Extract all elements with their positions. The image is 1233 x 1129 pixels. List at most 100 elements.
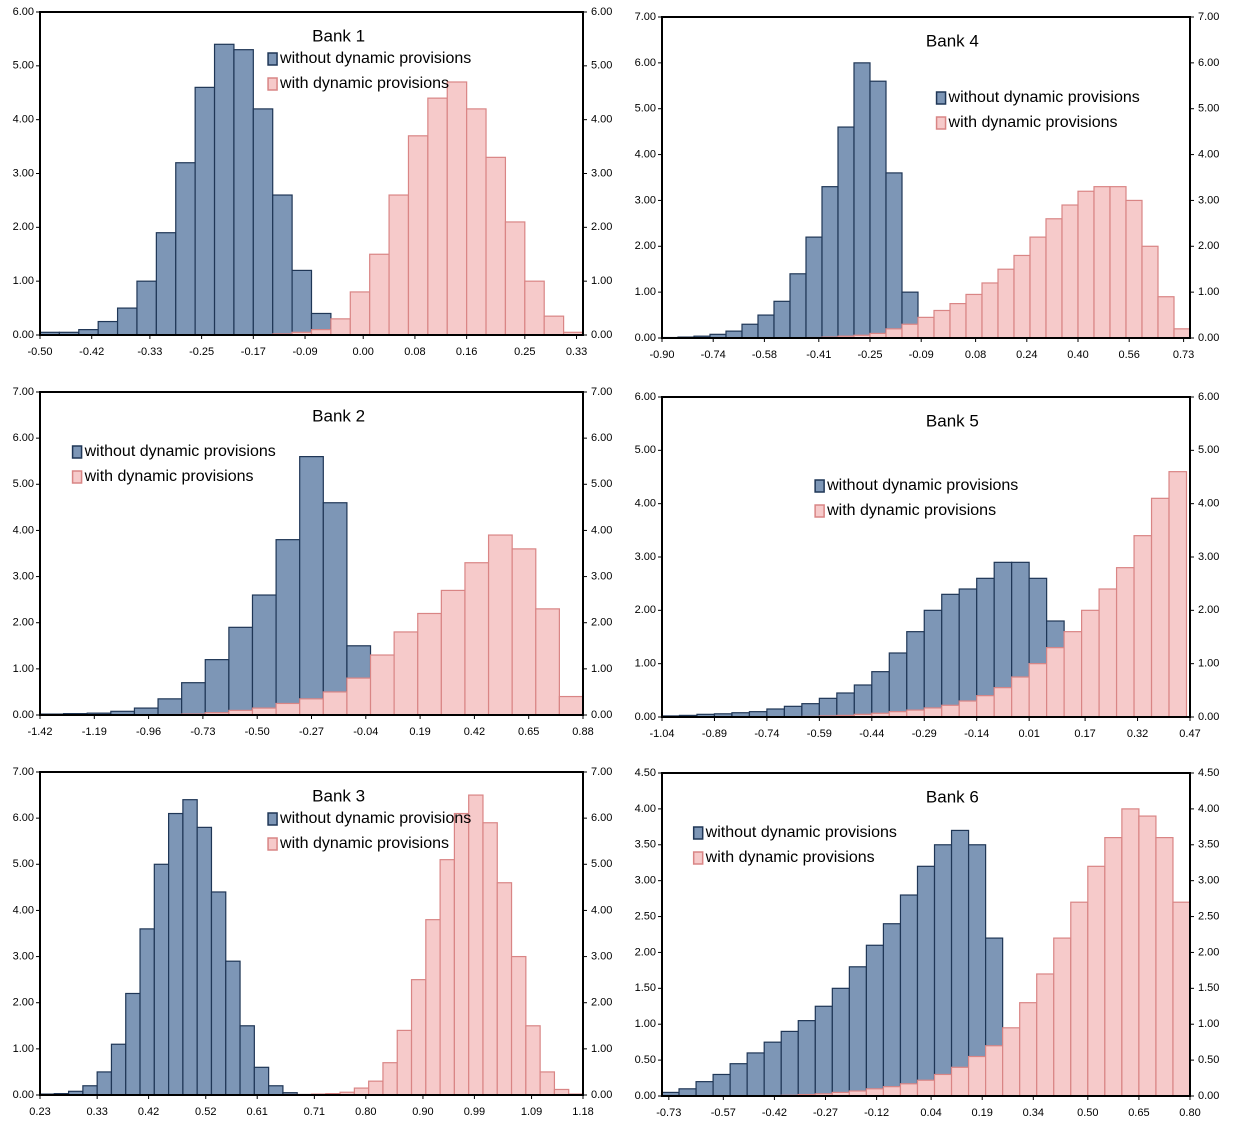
y2-tick-label: 2.00 [591,221,612,233]
histogram-bar [181,682,206,716]
histogram-bar [407,135,429,336]
x-tick-label: -0.29 [912,728,937,740]
histogram-bar [153,863,170,1096]
histogram-bar [801,703,820,718]
histogram-bar [885,328,903,339]
histogram-bar [797,1020,816,1097]
histogram-bar [1013,254,1031,339]
plot-frame [661,772,1191,1097]
x-tick-label: 0.08 [404,346,425,358]
y-tick-label: 5.00 [13,60,34,72]
y2-tick-label: 4.00 [1198,498,1219,510]
x-tick-label: -0.74 [754,728,779,740]
histogram-bar [275,539,301,716]
histogram-bar [906,631,925,718]
legend-label: with dynamic provisions [84,468,254,485]
histogram-bar [1157,296,1175,339]
histogram-bar [695,1081,714,1097]
histogram-bar [865,944,885,1097]
y-tick-label: 5.00 [13,478,34,490]
y-tick-label: 4.50 [635,767,656,779]
y2-tick-label: 0.00 [591,329,612,341]
x-tick-label: -0.33 [137,346,162,358]
histogram-bar [837,126,855,339]
y2-tick-label: 4.00 [1198,803,1219,815]
histogram-bar [393,631,419,716]
histogram-bar [525,1025,541,1096]
histogram-bar [981,282,999,339]
x-tick-label: 0.61 [246,1106,267,1118]
histogram-bar [950,1066,970,1097]
x-tick-label: 0.71 [304,1106,325,1118]
histogram-bar [789,273,807,339]
histogram-bar [899,894,919,1097]
histogram-bar [888,652,908,718]
panel: 0.00 0.00 1.00 1.00 2.00 2.00 3.00 3.00 4.00 4.00… [635,391,1220,740]
histogram-bar [543,315,565,336]
y-tick-label: 0.00 [13,1089,34,1101]
histogram-bar [1011,676,1030,718]
histogram-bar [1046,647,1065,718]
y2-tick-label: 3.50 [1198,839,1219,851]
histogram-bar [464,562,490,716]
x-tick-label: 0.90 [412,1106,433,1118]
histogram-bar [228,626,254,716]
legend-label: without dynamic provisions [279,50,471,67]
y-tick-label: 3.50 [635,839,656,851]
x-tick-label: 0.50 [1077,1107,1098,1119]
x-tick-label: -0.42 [79,346,104,358]
y-tick-label: 3.00 [13,950,34,962]
x-tick-label: -0.04 [353,726,378,738]
y2-tick-label: 0.00 [591,1089,612,1101]
histogram-bar [382,1062,398,1096]
histogram-bar [882,923,902,1097]
histogram-bar [783,705,803,718]
y2-tick-label: 6.00 [1198,57,1219,69]
histogram-bar [1109,186,1127,339]
histogram-bar [1087,865,1106,1097]
histogram-bar [330,318,351,336]
histogram-bar [535,608,560,716]
y2-tick-label: 3.00 [1198,875,1219,887]
legend-label: without dynamic provisions [279,810,471,827]
y-tick-label: 2.00 [635,604,656,616]
y2-tick-label: 7.00 [1198,11,1219,23]
histogram-bar [268,1085,284,1096]
y-tick-label: 5.00 [635,103,656,115]
histogram-bar [1081,609,1100,718]
chart-title: Bank 1 [312,26,365,45]
x-tick-label: -1.04 [649,728,674,740]
x-tick-label: -0.12 [864,1107,889,1119]
histogram-bar [933,844,953,1097]
y2-tick-label: 6.00 [591,812,612,824]
x-tick-label: -0.90 [649,349,674,361]
histogram-bar [496,882,513,1096]
histogram-bar [1173,328,1191,339]
histogram-bar [439,859,455,1096]
y2-tick-label: 3.00 [1198,194,1219,206]
histogram-bar [848,966,867,1097]
histogram-bar [757,314,775,339]
y-tick-label: 2.00 [635,946,656,958]
x-tick-label: -0.59 [807,728,832,740]
histogram-bar [993,687,1013,718]
y2-tick-label: 2.50 [1198,910,1219,922]
histogram-bar [353,1087,370,1096]
x-tick-label: 0.08 [965,349,986,361]
histogram-bar [97,320,119,336]
y-tick-label: 6.00 [13,432,34,444]
plot-frame [39,771,584,1096]
histogram-bar [836,692,855,718]
x-tick-label: 0.42 [138,1106,159,1118]
x-tick-label: -0.17 [241,346,266,358]
histogram-bar [766,708,785,718]
histogram-bar [272,194,293,336]
y-tick-label: 3.00 [635,875,656,887]
histogram-bar [110,1043,127,1096]
histogram-bar [725,330,743,339]
histogram-bar [482,822,498,1096]
histogram-bar [1168,471,1188,718]
histogram-bar [976,695,995,718]
chart-title: Bank 5 [926,411,979,430]
legend-label: with dynamic provisions [948,114,1118,131]
